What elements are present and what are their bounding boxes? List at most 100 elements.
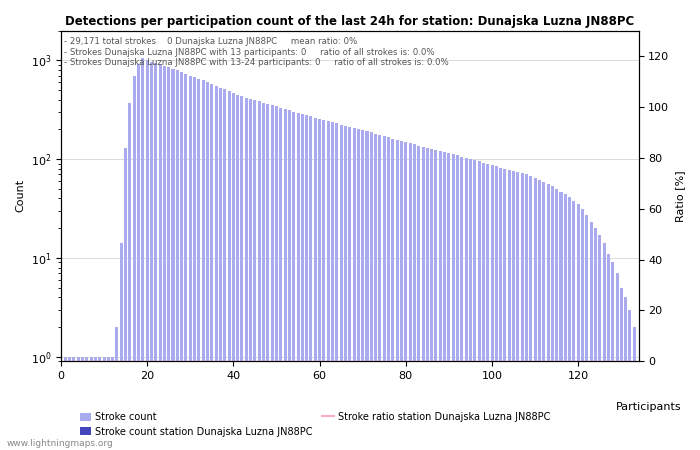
- Bar: [184, 74, 188, 450]
- Bar: [262, 103, 265, 450]
- Bar: [629, 310, 631, 450]
- Bar: [547, 184, 550, 450]
- Bar: [279, 108, 282, 450]
- Bar: [482, 163, 485, 450]
- Bar: [253, 100, 256, 450]
- Bar: [344, 126, 347, 450]
- Bar: [133, 76, 136, 450]
- Bar: [323, 120, 326, 450]
- Bar: [193, 77, 196, 450]
- Bar: [486, 164, 489, 450]
- Bar: [180, 72, 183, 450]
- Bar: [395, 140, 399, 450]
- Bar: [430, 149, 433, 450]
- Bar: [603, 243, 606, 450]
- Bar: [353, 128, 356, 450]
- Bar: [357, 129, 360, 450]
- Bar: [365, 131, 368, 450]
- Bar: [210, 84, 214, 450]
- Bar: [503, 169, 507, 450]
- Bar: [559, 192, 563, 450]
- Bar: [533, 178, 537, 450]
- Bar: [521, 173, 524, 450]
- Stroke ratio station Dunajska Luzna JN88PC: [454, 359, 462, 364]
- Bar: [564, 194, 567, 450]
- Bar: [284, 109, 286, 450]
- Bar: [335, 123, 338, 450]
- Bar: [245, 98, 248, 450]
- Bar: [172, 69, 174, 450]
- Bar: [491, 165, 494, 450]
- Bar: [258, 101, 260, 450]
- Bar: [391, 139, 394, 450]
- Bar: [473, 161, 476, 450]
- Bar: [154, 63, 158, 450]
- Bar: [236, 94, 239, 450]
- Bar: [525, 175, 528, 450]
- Bar: [456, 155, 459, 450]
- Bar: [107, 357, 110, 450]
- Bar: [146, 60, 148, 450]
- Bar: [512, 171, 515, 450]
- Title: Detections per participation count of the last 24h for station: Dunajska Luzna J: Detections per participation count of th…: [65, 15, 634, 28]
- Bar: [585, 215, 589, 450]
- Bar: [435, 150, 438, 450]
- Bar: [508, 170, 511, 450]
- Bar: [417, 146, 420, 450]
- Bar: [633, 327, 636, 450]
- Bar: [495, 166, 498, 450]
- Bar: [150, 62, 153, 450]
- Bar: [409, 143, 412, 450]
- Bar: [611, 262, 614, 450]
- Stroke ratio station Dunajska Luzna JN88PC: [436, 359, 445, 364]
- Bar: [116, 327, 118, 450]
- Text: www.lightningmaps.org: www.lightningmaps.org: [7, 439, 113, 448]
- Legend: Stroke count, Stroke count station Dunajska Luzna JN88PC, Stroke ratio station D: Stroke count, Stroke count station Dunaj…: [76, 408, 554, 441]
- Text: - 29,171 total strokes    0 Dunajska Luzna JN88PC     mean ratio: 0%
- Strokes D: - 29,171 total strokes 0 Dunajska Luzna …: [64, 37, 449, 67]
- Bar: [331, 122, 334, 450]
- Bar: [159, 64, 162, 450]
- Bar: [379, 135, 382, 450]
- Bar: [594, 228, 597, 450]
- Bar: [64, 357, 66, 450]
- Bar: [197, 79, 200, 450]
- Bar: [573, 201, 575, 450]
- Bar: [202, 80, 204, 450]
- Bar: [76, 357, 80, 450]
- Bar: [387, 137, 390, 450]
- Bar: [81, 357, 84, 450]
- Bar: [72, 357, 76, 450]
- Bar: [439, 151, 442, 450]
- Stroke ratio station Dunajska Luzna JN88PC: [61, 359, 69, 364]
- Bar: [598, 235, 601, 450]
- Bar: [167, 68, 170, 450]
- Bar: [309, 117, 312, 450]
- Y-axis label: Ratio [%]: Ratio [%]: [675, 170, 685, 222]
- Bar: [232, 93, 235, 450]
- Bar: [275, 106, 278, 450]
- Bar: [469, 159, 472, 450]
- Bar: [348, 127, 351, 450]
- Stroke ratio station Dunajska Luzna JN88PC: [596, 359, 604, 364]
- Bar: [383, 136, 386, 450]
- Bar: [374, 134, 377, 450]
- Bar: [215, 86, 218, 450]
- Text: Participants: Participants: [616, 402, 682, 412]
- Bar: [305, 115, 308, 450]
- Y-axis label: Count: Count: [15, 180, 25, 212]
- Bar: [228, 91, 230, 450]
- Bar: [111, 357, 114, 450]
- Bar: [452, 154, 455, 450]
- Bar: [568, 198, 571, 450]
- Bar: [271, 105, 274, 450]
- Bar: [589, 222, 593, 450]
- Bar: [98, 357, 102, 450]
- Bar: [120, 243, 122, 450]
- Bar: [555, 189, 558, 450]
- Bar: [318, 119, 321, 450]
- Bar: [266, 104, 270, 450]
- Bar: [499, 168, 502, 450]
- Bar: [68, 357, 71, 450]
- Bar: [405, 142, 407, 450]
- Stroke ratio station Dunajska Luzna JN88PC: [419, 359, 427, 364]
